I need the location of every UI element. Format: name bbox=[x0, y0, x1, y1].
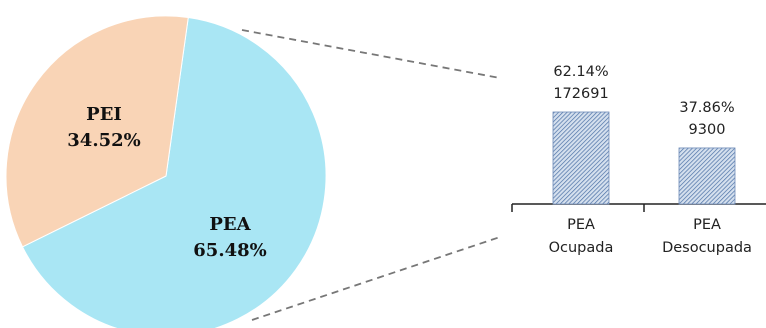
pie-slice-pei bbox=[5, 15, 189, 248]
bar-category-label: Ocupada bbox=[549, 240, 614, 256]
bar-value-label: 9300 bbox=[689, 122, 726, 138]
bar-value-label: 172691 bbox=[553, 86, 608, 102]
bar-category-label: PEA bbox=[567, 217, 595, 233]
bar-percent-label: 62.14% bbox=[553, 64, 608, 80]
bar-2 bbox=[678, 147, 736, 205]
pie-slice-pea bbox=[21, 16, 327, 328]
connector-line-bottom bbox=[251, 236, 501, 321]
bar-category-label: Desocupada bbox=[662, 240, 752, 256]
pie-label-pei: PEI bbox=[86, 104, 122, 125]
bar-percent-label: 37.86% bbox=[679, 100, 734, 116]
bar-category-label: PEA bbox=[693, 217, 721, 233]
pie-percent-pea: 65.48% bbox=[193, 240, 266, 261]
pie-percent-pei: 34.52% bbox=[67, 130, 140, 151]
pie-chart: PEA 65.48% PEI 34.52% bbox=[5, 15, 327, 328]
bar-chart: 62.14% 172691 PEA Ocupada 37.86% 9300 PEA Desoc… bbox=[511, 64, 766, 256]
connector-line-top bbox=[241, 29, 501, 79]
pie-label-pea: PEA bbox=[209, 214, 251, 235]
connector-lines bbox=[241, 29, 501, 321]
bar-1 bbox=[552, 111, 610, 205]
